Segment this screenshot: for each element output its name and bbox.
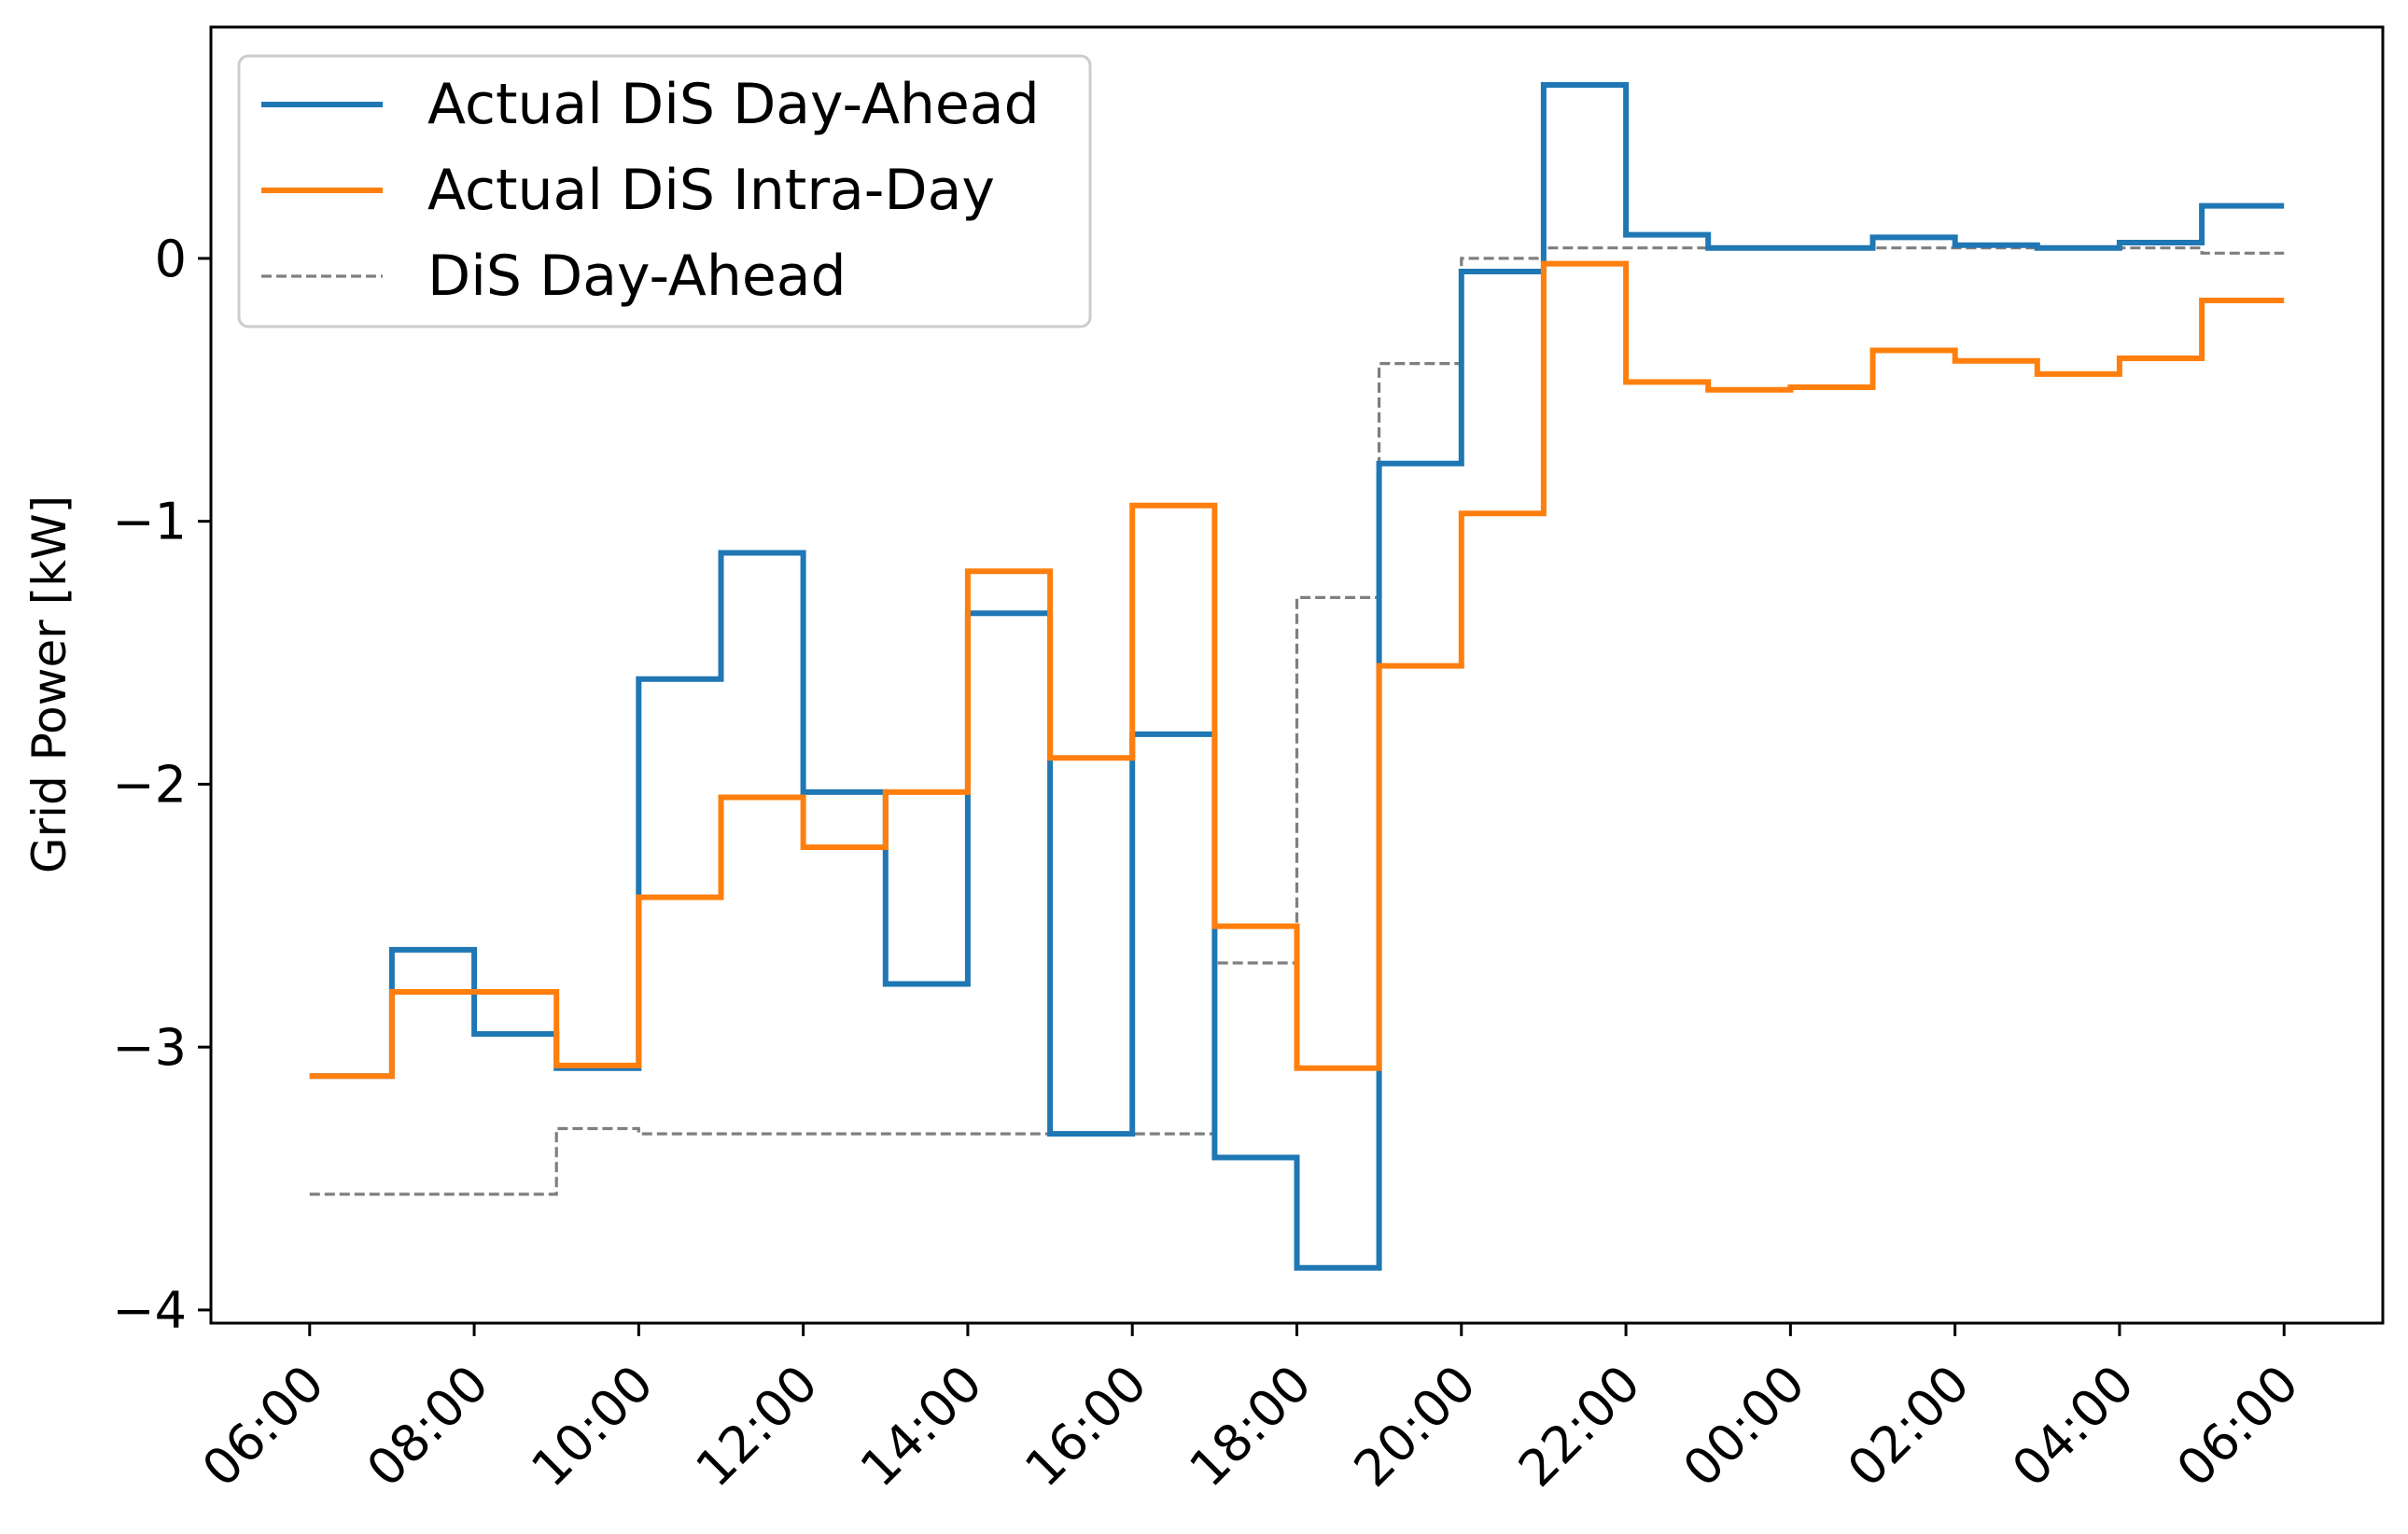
y-axis: 0 −1 −2 −3 −4 <box>112 230 211 1340</box>
y-tick-label: −3 <box>112 1018 187 1077</box>
legend-entry-label: Actual DiS Day-Ahead <box>427 72 1040 137</box>
legend-box <box>237 54 1092 328</box>
legend-entry-label: DiS Day-Ahead <box>427 244 847 309</box>
y-axis-label: Grid Power [kW] <box>22 495 77 873</box>
y-tick-label: −1 <box>112 493 187 551</box>
series-layer <box>309 82 2285 1271</box>
y-tick-label: 0 <box>155 230 187 288</box>
legend-entry-label: Actual DiS Intra-Day <box>427 158 995 223</box>
series-line-actual-dis-day-ahead <box>309 82 2285 1271</box>
series-line-actual-dis-intra-day <box>309 260 2285 1080</box>
series-line-dis-day-ahead <box>309 246 2285 1196</box>
legend: Actual DiS Day-Ahead Actual DiS Intra-Day… <box>237 54 1092 328</box>
y-tick-label: −2 <box>112 755 187 814</box>
y-tick-label: −4 <box>112 1281 187 1340</box>
